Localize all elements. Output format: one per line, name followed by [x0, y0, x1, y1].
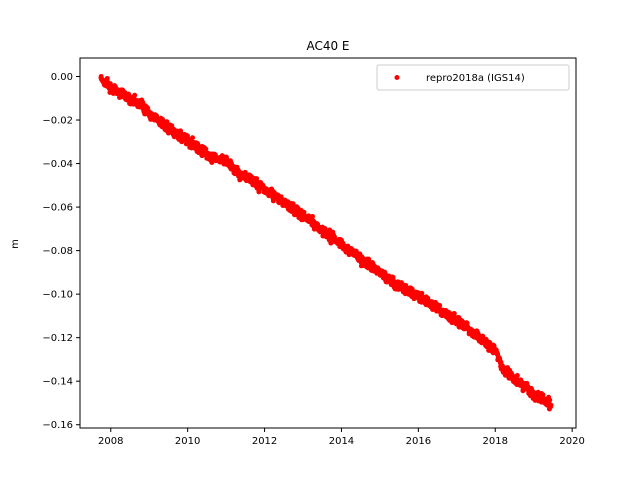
- y-tick-label: −0.16: [42, 420, 73, 431]
- x-tick-label: 2012: [252, 436, 277, 447]
- data-point: [419, 290, 425, 296]
- data-point: [547, 397, 553, 403]
- data-point: [437, 302, 443, 308]
- data-point: [540, 392, 546, 398]
- x-tick-label: 2010: [175, 436, 200, 447]
- data-point: [104, 75, 110, 81]
- y-axis-ticks: 0.00 −0.02 −0.04 −0.06 −0.08 −0.10 −0.12 −0.14 −…: [42, 72, 80, 431]
- data-point: [190, 135, 196, 141]
- y-tick-label: −0.10: [42, 290, 73, 301]
- y-tick-label: −0.06: [42, 203, 73, 214]
- y-tick-label: 0.00: [51, 72, 73, 83]
- data-point: [451, 310, 457, 316]
- y-tick-label: −0.04: [42, 159, 73, 170]
- data-point: [107, 81, 113, 87]
- data-points: [98, 74, 554, 412]
- legend: repro2018a (IGS14): [376, 64, 570, 91]
- x-tick-label: 2018: [483, 436, 508, 447]
- data-point: [254, 176, 260, 182]
- data-point: [256, 189, 262, 195]
- legend-label: repro2018a (IGS14): [426, 73, 525, 84]
- data-point: [514, 372, 520, 378]
- plot-frame: [79, 57, 577, 429]
- y-tick-label: −0.08: [42, 246, 73, 257]
- data-point: [126, 91, 132, 97]
- data-point: [548, 404, 554, 410]
- x-tick-label: 2008: [98, 436, 123, 447]
- data-point: [309, 213, 315, 219]
- y-axis-label: m: [10, 239, 21, 249]
- y-tick-label: −0.12: [42, 333, 73, 344]
- legend-box: [376, 64, 570, 91]
- chart-title: AC40 E: [306, 39, 349, 53]
- y-tick-label: −0.14: [42, 377, 73, 388]
- data-point: [132, 92, 138, 98]
- legend-marker: [394, 75, 400, 80]
- x-tick-label: 2014: [329, 436, 354, 447]
- x-tick-label: 2016: [406, 436, 431, 447]
- data-point: [290, 201, 296, 207]
- x-tick-label: 2020: [559, 436, 584, 447]
- data-point: [203, 146, 209, 152]
- y-tick-label: −0.02: [42, 116, 73, 127]
- x-axis-ticks: 2008 2010 2012 2014 2016 2018 2020: [98, 428, 585, 447]
